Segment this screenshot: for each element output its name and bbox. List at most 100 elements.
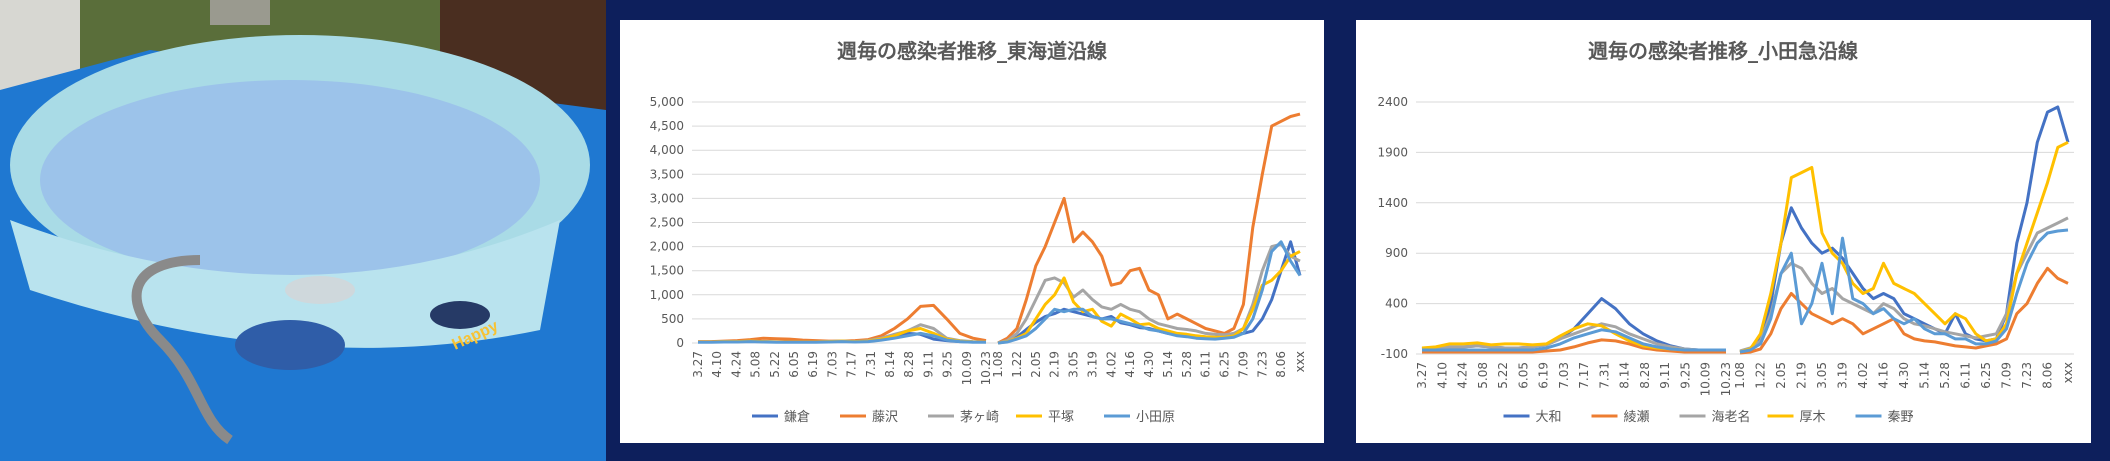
chart-panel-odakyu: 週毎の感染者推移_小田急沿線 -100 400 900 1400 1900 2400 3.2…	[1356, 20, 2091, 443]
y-tick-label: 1,500	[650, 264, 684, 278]
x-tick-label: 4.24	[729, 351, 743, 378]
x-tick-label: 5.22	[1496, 362, 1510, 389]
x-tick-label: 7.17	[1577, 362, 1591, 389]
x-tick-label: 5.08	[749, 351, 763, 378]
y-tick-label: 500	[661, 312, 684, 326]
legend-label: 平塚	[1048, 410, 1074, 425]
series-line	[698, 331, 986, 344]
x-tick-label: 4.24	[1456, 362, 1470, 389]
pool-water	[40, 80, 540, 280]
x-tick-label: 9.11	[1658, 362, 1672, 389]
x-tick-label: 6.25	[1979, 362, 1993, 389]
x-tick-label: 3.19	[1836, 362, 1850, 389]
y-tick-label: 3,500	[650, 167, 684, 181]
x-tick-label: 4.16	[1877, 362, 1891, 389]
y-tick-label: 900	[1385, 246, 1408, 260]
x-tick-label: 3.27	[691, 351, 705, 378]
plot-area: -100 400 900 1400 1900 2400 3.27 4.10 4.24 5.08 5.…	[1377, 95, 2075, 396]
x-tick-label: 7.09	[2000, 362, 2014, 389]
x-tick-label: 8.14	[1618, 362, 1632, 389]
series-line	[1421, 322, 1726, 352]
x-tick-label: 2.19	[1048, 351, 1062, 378]
x-tick-label: 6.25	[1218, 351, 1232, 378]
series-line	[1422, 328, 1726, 352]
legend: 鎌倉 藤沢 茅ヶ崎 平塚 小田原	[752, 410, 1175, 425]
x-tick-label: 8.14	[883, 351, 897, 378]
legend-label: 綾瀬	[1624, 409, 1650, 425]
x-tick-label: 7.03	[1557, 362, 1571, 389]
x-tick-label: 2.05	[1029, 351, 1043, 378]
plot-area: 0 500 1,000 1,500 2,000 2,500 3,000 3,500 4,000 4…	[650, 95, 1307, 385]
legend-label: 海老名	[1712, 409, 1751, 425]
series-line	[1739, 228, 2069, 354]
hose	[131, 255, 233, 445]
whale-icon	[235, 320, 345, 370]
x-tick-label: 9.11	[921, 351, 935, 378]
x-tick-label: 10.09	[960, 351, 974, 385]
y-tick-label: 0	[676, 336, 684, 350]
x-tick-label: 10.09	[1699, 362, 1713, 396]
x-tick-label: 9.25	[1678, 362, 1692, 389]
x-tick-label: 1.08	[991, 351, 1005, 378]
x-tick-label: 4.10	[710, 351, 724, 378]
x-tick-label: 9.25	[941, 351, 955, 378]
block	[210, 0, 270, 25]
x-tick-label: 4.16	[1123, 351, 1137, 378]
x-tick-label: 5.14	[1161, 351, 1175, 378]
x-tick-label: 7.17	[845, 351, 859, 378]
pool-photo: Happy	[0, 0, 606, 461]
y-tick-label: 1,000	[650, 288, 684, 302]
x-tick-label: 7.31	[864, 351, 878, 378]
legend-label: 鎌倉	[784, 410, 810, 425]
x-tick-label: 4.30	[1897, 362, 1911, 389]
legend-label: 厚木	[1800, 410, 1826, 425]
series-line	[1739, 105, 2070, 354]
x-tick-label: 7.03	[825, 351, 839, 378]
x-tick-label: 1.22	[1010, 351, 1024, 378]
orca-icon	[430, 301, 490, 329]
x-tick-label: 4.02	[1104, 351, 1118, 378]
x-tick-label: 2.05	[1774, 362, 1788, 389]
x-tick-label: 7.09	[1236, 351, 1250, 378]
series-line	[1739, 140, 2069, 354]
series-line	[1739, 266, 2069, 355]
y-tick-label: 3,000	[650, 191, 684, 205]
y-tick-label: 2,500	[650, 216, 684, 230]
x-tick-label: 2.19	[1795, 362, 1809, 389]
chart-title: 週毎の感染者推移_東海道沿線	[837, 39, 1107, 63]
y-tick-label: 4,500	[650, 119, 684, 133]
legend-label: 大和	[1536, 410, 1562, 425]
y-tick-label: 2,000	[650, 240, 684, 254]
y-tick-label: 2400	[1377, 95, 1408, 109]
x-tick-label: 6.19	[806, 351, 820, 378]
series-line	[997, 250, 1301, 345]
legend-label: 茅ヶ崎	[960, 410, 999, 425]
x-tick-label: 8.28	[902, 351, 916, 378]
x-tick-label: 7.23	[2020, 362, 2034, 389]
x-tick-label: 10.23	[1719, 362, 1733, 396]
chart-title: 週毎の感染者推移_小田急沿線	[1588, 39, 1858, 63]
series-line	[997, 240, 1302, 345]
x-tick-label: 6.05	[787, 351, 801, 378]
x-tick-label: 3.05	[1815, 362, 1829, 389]
x-tick-label: 3.05	[1067, 351, 1081, 378]
x-tick-label: 4.30	[1142, 351, 1156, 378]
legend-label: 秦野	[1888, 410, 1914, 425]
legend-label: 藤沢	[872, 410, 898, 425]
x-tick-label: 8.06	[2041, 362, 2055, 389]
x-tick-label: 8.28	[1638, 362, 1652, 389]
y-tick-label: 5,000	[650, 95, 684, 109]
x-tick-label: 5.28	[1180, 351, 1194, 378]
x-tick-label: 6.11	[1199, 351, 1213, 378]
x-tick-label: 6.11	[1959, 362, 1973, 389]
y-tick-label: 400	[1385, 297, 1408, 311]
x-tick-label: 4.10	[1435, 362, 1449, 389]
x-tick-label: 5.22	[768, 351, 782, 378]
x-tick-label: 10.23	[979, 351, 993, 385]
shark-icon	[285, 276, 355, 304]
x-tick-label: 5.28	[1938, 362, 1952, 389]
x-tick-label: 1.22	[1754, 362, 1768, 389]
y-tick-label: 4,000	[650, 143, 684, 157]
pool-wall	[10, 220, 560, 348]
y-tick-label: 1900	[1377, 145, 1408, 159]
